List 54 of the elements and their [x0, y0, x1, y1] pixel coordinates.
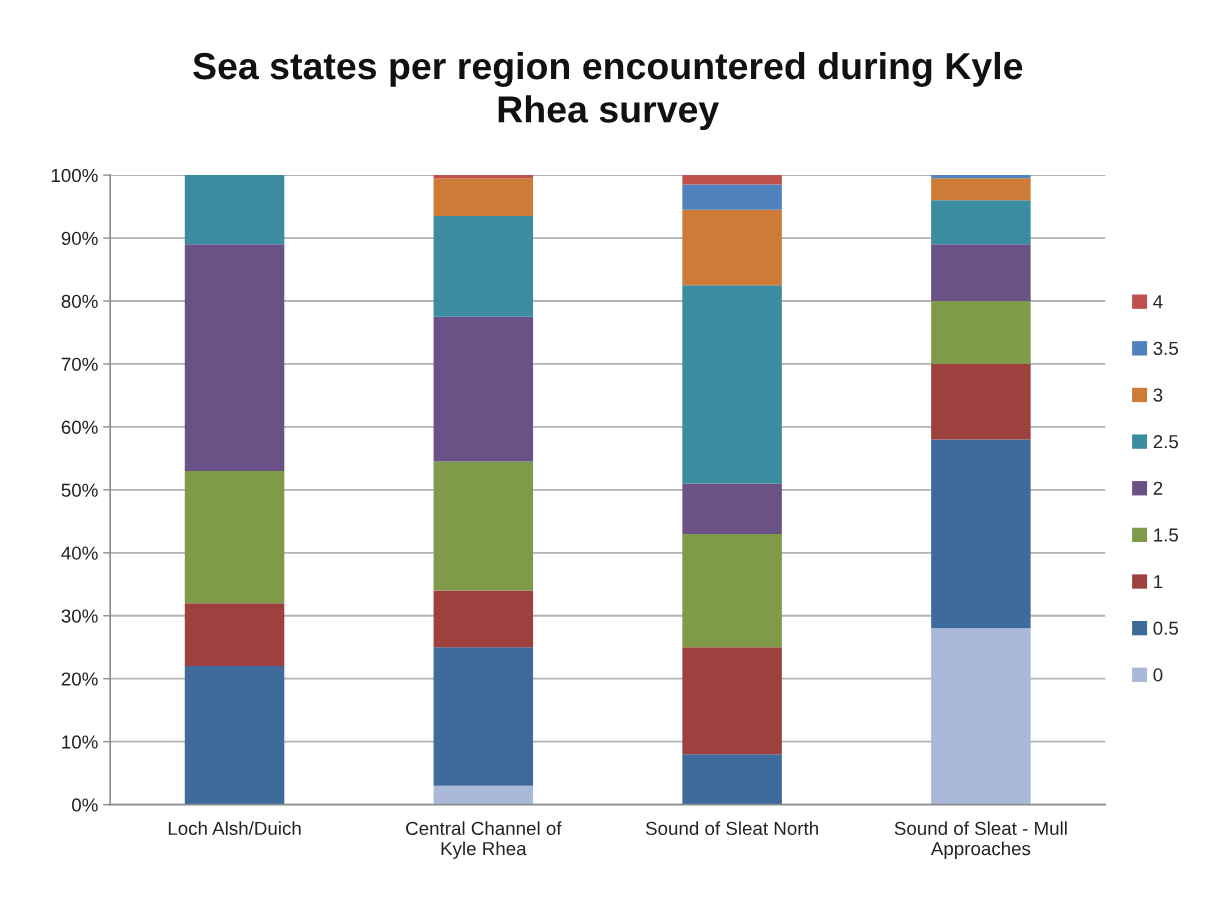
bar	[184, 603, 285, 667]
bar	[682, 754, 782, 805]
bar	[682, 209, 782, 286]
legend-label: 3.5	[1153, 341, 1178, 356]
y-tick-label: 70%	[61, 357, 98, 371]
bar	[184, 470, 285, 604]
x-tick-label: Sound of Sleat - Mull Approaches	[894, 821, 1067, 859]
bar	[433, 647, 534, 786]
bar	[682, 285, 782, 484]
legend-label: 0	[1153, 668, 1163, 682]
y-tick-label: 30%	[61, 609, 98, 623]
bar	[433, 785, 534, 805]
y-tick-label: 20%	[61, 672, 98, 686]
bar	[682, 533, 782, 648]
bar	[682, 647, 782, 755]
y-tick-label: 100%	[51, 168, 98, 183]
legend-label: 1	[1154, 575, 1163, 589]
legend-label: 2	[1153, 481, 1163, 495]
legend-label: 1.5	[1154, 528, 1178, 542]
bar	[433, 461, 534, 591]
bar	[931, 628, 1031, 805]
x-tick-label: Central Channel of Kyle Rhea	[406, 821, 562, 859]
bar	[931, 200, 1031, 245]
y-tick-label: 40%	[61, 546, 98, 560]
bar	[931, 363, 1031, 440]
bar	[931, 439, 1031, 629]
bar	[433, 590, 534, 648]
bar	[433, 178, 534, 217]
bar	[184, 175, 285, 245]
bar	[433, 316, 534, 462]
bar	[682, 483, 782, 534]
legend-label: 4	[1153, 295, 1163, 309]
y-tick-label: 90%	[61, 231, 98, 246]
bar	[931, 301, 1031, 364]
legend-label: 0.5	[1153, 621, 1178, 635]
y-tick-label: 10%	[62, 735, 98, 749]
y-tick-label: 50%	[61, 483, 98, 497]
y-tick-label: 0%	[71, 798, 98, 812]
bar	[433, 216, 534, 317]
bar	[682, 184, 782, 210]
chart-title: Sea states per region encountered during Kyle Rhea survey	[193, 51, 1023, 131]
bar	[931, 244, 1031, 302]
bar	[433, 175, 534, 179]
bar	[682, 175, 782, 185]
bar	[931, 175, 1031, 179]
legend-label: 2.5	[1153, 435, 1178, 449]
bar	[184, 666, 285, 805]
x-tick-label: Loch Alsh/Duich	[168, 821, 301, 836]
legend-label: 3	[1153, 388, 1163, 402]
bar	[931, 178, 1031, 201]
bar	[184, 244, 285, 471]
y-tick-label: 60%	[61, 420, 98, 434]
x-tick-label: Sound of Sleat North	[645, 821, 818, 836]
y-tick-label: 80%	[61, 294, 98, 308]
